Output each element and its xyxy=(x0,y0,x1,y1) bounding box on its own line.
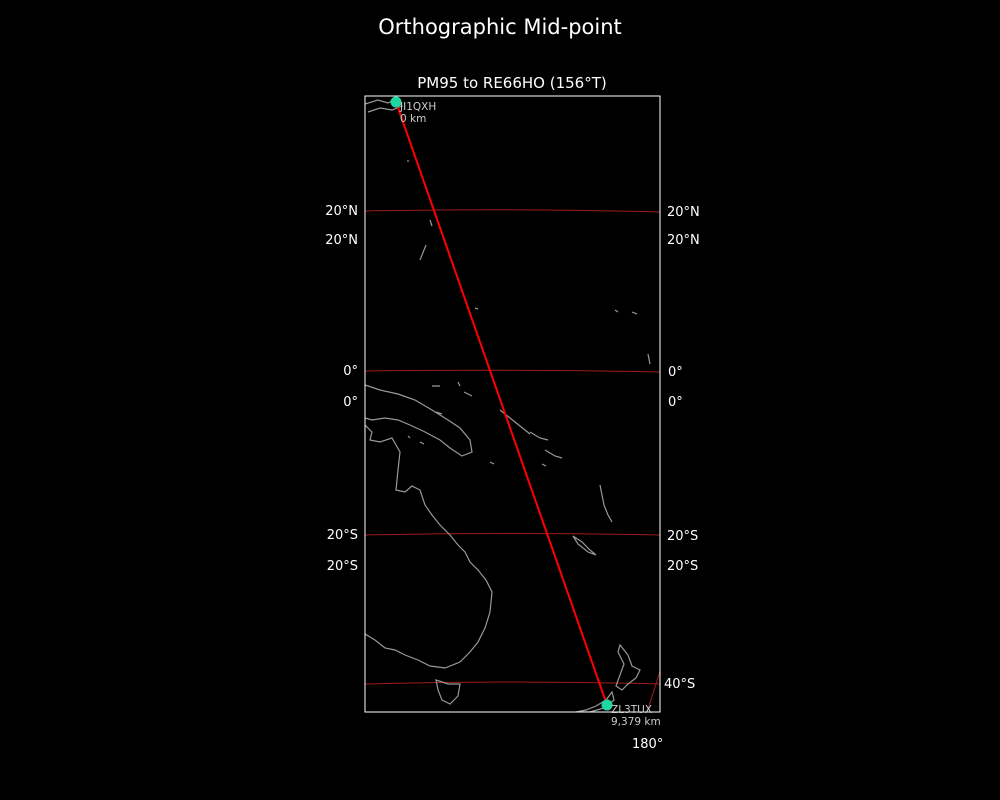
coast-new-caledonia xyxy=(572,535,597,556)
lat-label: 20°S xyxy=(327,559,358,574)
coast-new-zealand-north xyxy=(615,643,641,691)
lat-label: 40°S xyxy=(664,677,695,692)
start-call-label: JI1QXH xyxy=(399,101,436,113)
map-frame xyxy=(364,95,661,713)
lat-labels-left: 20°N 20°N 0° 0° 20°S 20°S xyxy=(325,204,358,574)
coast-tasmania xyxy=(435,679,461,705)
map-title: PM95 to RE66HO (156°T) xyxy=(417,74,607,92)
gridline-40s xyxy=(365,681,660,685)
end-distance-label: 9,379 km xyxy=(611,716,661,728)
start-marker xyxy=(390,96,402,108)
start-distance-label: 0 km xyxy=(400,113,426,125)
lat-label: 0° xyxy=(343,395,358,410)
coast-australia xyxy=(365,424,493,669)
lat-label: 20°S xyxy=(667,559,698,574)
lat-label: 0° xyxy=(343,364,358,379)
coast-solomon-islands xyxy=(499,409,563,459)
figure-suptitle: Orthographic Mid-point xyxy=(378,15,622,39)
gridline-20n xyxy=(365,209,660,213)
lat-label: 20°N xyxy=(667,233,700,248)
end-marker xyxy=(601,699,613,711)
lon-label: 180° xyxy=(632,737,663,752)
lat-label: 20°N xyxy=(667,205,700,220)
lat-label: 20°S xyxy=(327,528,358,543)
lat-label: 0° xyxy=(668,395,683,410)
gridline-20s xyxy=(365,533,660,536)
lat-label: 0° xyxy=(668,365,683,380)
coast-islands xyxy=(407,160,651,467)
end-call-label: ZL3TUX xyxy=(611,704,652,716)
lat-label: 20°S xyxy=(667,529,698,544)
great-circle-path xyxy=(395,101,608,706)
gridlines xyxy=(365,209,660,712)
gridline-equator xyxy=(365,369,660,373)
lat-label: 20°N xyxy=(325,233,358,248)
lat-label: 20°N xyxy=(325,204,358,219)
lat-labels-right: 20°N 20°N 0° 0° 20°S 20°S 40°S xyxy=(664,205,700,692)
coast-new-guinea xyxy=(365,384,473,457)
map-axes: JI1QXH 0 km ZL3TUX 9,379 km 20°N 20°N 0°… xyxy=(325,95,700,752)
coast-vanuatu xyxy=(599,484,613,523)
coastlines xyxy=(365,98,651,712)
